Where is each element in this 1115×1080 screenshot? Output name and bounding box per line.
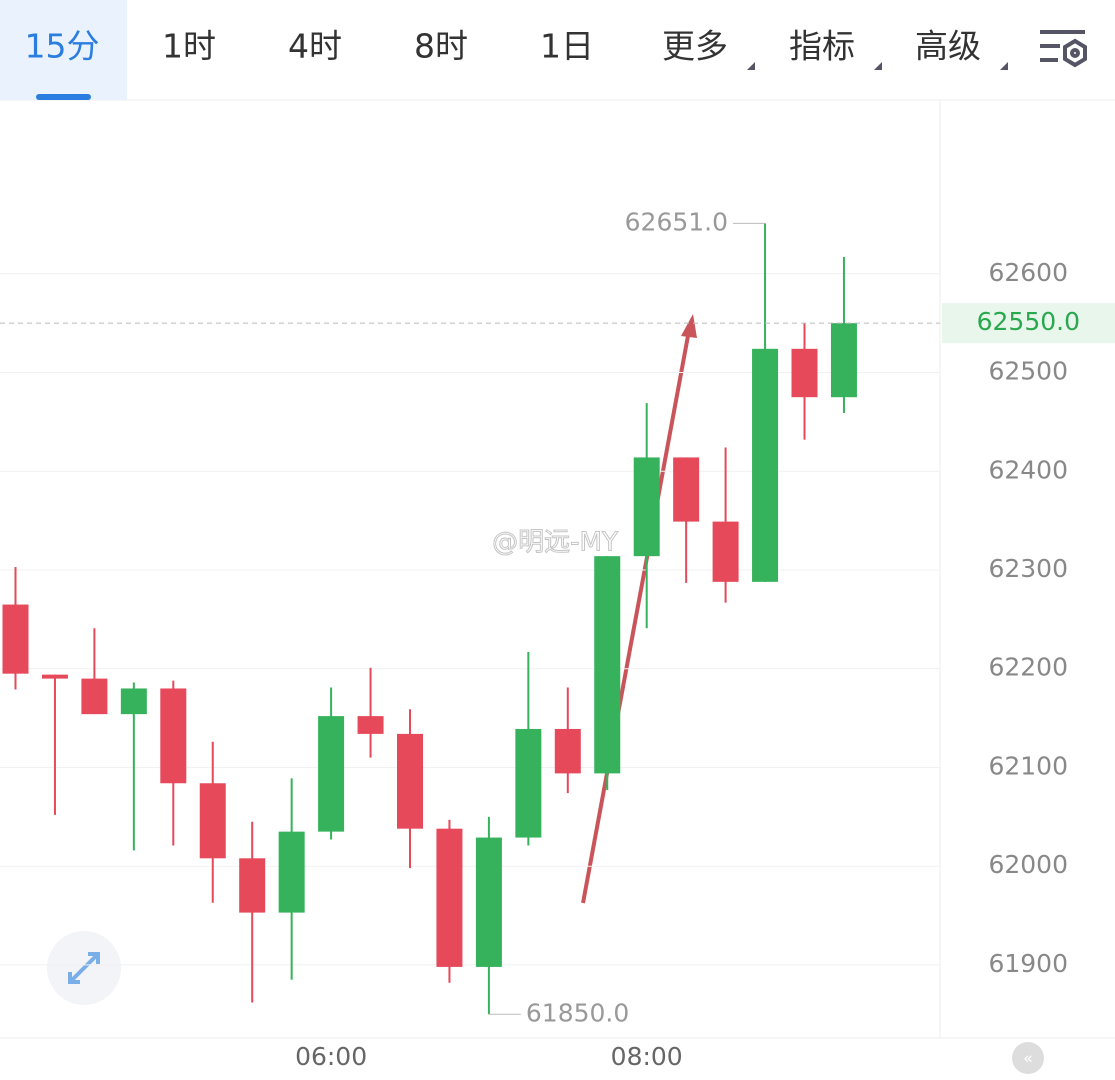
active-tab-bg: [0, 0, 127, 100]
candle-body: [830, 323, 857, 398]
candle-body: [673, 457, 700, 522]
y-tick-label: 62500: [988, 357, 1068, 386]
drawn-arrow-head: [681, 314, 697, 338]
candle-body: [357, 716, 384, 734]
candle-body: [594, 556, 621, 774]
dropdown-caret: [1000, 62, 1008, 70]
y-tick-label: 62000: [988, 850, 1068, 879]
candle-body: [160, 688, 187, 784]
dropdown-caret: [747, 62, 755, 70]
tab[interactable]: 15分: [25, 27, 100, 66]
k-button[interactable]: [1012, 1042, 1044, 1074]
x-tick-label: 06:00: [295, 1042, 367, 1071]
high-marker-label: 62651.0: [625, 207, 728, 236]
y-tick-label: 62300: [988, 554, 1068, 583]
last-price-label: 62550.0: [977, 307, 1080, 336]
tab[interactable]: 1时: [162, 27, 216, 66]
x-tick-label: 08:00: [611, 1042, 683, 1071]
watermark: @明远-MY: [492, 528, 618, 558]
dropdown-caret: [874, 62, 882, 70]
candle-body: [791, 348, 818, 398]
last-price-box: [942, 303, 1115, 344]
candle-body: [554, 728, 581, 774]
tab[interactable]: 8时: [414, 27, 468, 66]
y-tick-label: 61900: [988, 949, 1068, 978]
drawn-arrow: [581, 324, 692, 904]
tab[interactable]: 指标: [789, 27, 855, 66]
settings-icon[interactable]: [1040, 30, 1087, 68]
candle-body: [318, 716, 345, 832]
candle-body: [436, 828, 463, 967]
tab-bar: [0, 0, 1115, 100]
candle-body: [633, 457, 660, 557]
tab[interactable]: 高级: [915, 27, 981, 66]
candle-body: [397, 733, 423, 829]
candle-body: [515, 728, 542, 838]
active-tab-indicator: [36, 94, 91, 100]
tab[interactable]: 4时: [288, 27, 342, 66]
candle-body: [278, 831, 305, 913]
candle-body: [712, 521, 739, 582]
candle-body: [2, 604, 29, 674]
candle-body: [120, 688, 147, 715]
y-tick-label: 62100: [988, 751, 1068, 780]
candle-body: [81, 678, 108, 715]
tab[interactable]: 1日: [540, 27, 594, 66]
candle-body: [41, 674, 68, 679]
tab[interactable]: 更多: [662, 27, 728, 66]
candle-body: [199, 783, 226, 859]
candle-body: [475, 837, 502, 967]
expand-icon: [68, 952, 100, 984]
low-marker-label: 61850.0: [526, 998, 629, 1027]
k-icon: «: [1023, 1049, 1033, 1068]
y-tick-label: 62200: [988, 653, 1068, 682]
y-tick-label: 62600: [988, 258, 1068, 287]
candle-body: [239, 858, 266, 913]
y-tick-label: 62400: [988, 455, 1068, 484]
candle-body: [752, 348, 779, 582]
